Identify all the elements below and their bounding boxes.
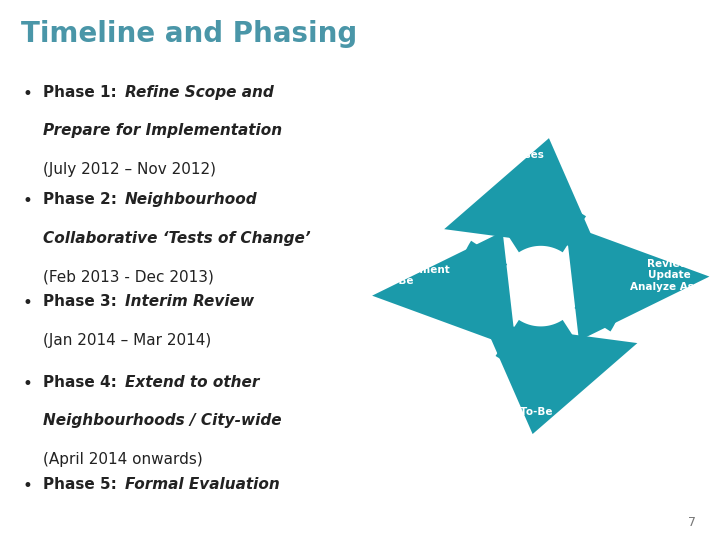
Text: •: • xyxy=(23,294,32,312)
Polygon shape xyxy=(575,241,624,332)
Text: Refine Scope and: Refine Scope and xyxy=(125,85,274,100)
Text: Formal Evaluation: Formal Evaluation xyxy=(125,477,279,492)
Text: Timeline and Phasing: Timeline and Phasing xyxy=(22,20,358,48)
Text: Test & Implement
To-Be: Test & Implement To-Be xyxy=(346,265,450,286)
Text: Neighbourhoods / City-wide: Neighbourhoods / City-wide xyxy=(42,414,282,428)
Text: (April 2014 onwards): (April 2014 onwards) xyxy=(42,452,202,467)
Text: (July 2012 – Nov 2012): (July 2012 – Nov 2012) xyxy=(42,162,216,177)
Polygon shape xyxy=(495,203,586,252)
Text: (Jan 2014 – Mar 2014): (Jan 2014 – Mar 2014) xyxy=(42,333,211,348)
Text: Phase 5:: Phase 5: xyxy=(42,477,122,492)
Text: Prepare for Implementation: Prepare for Implementation xyxy=(42,123,282,138)
Text: Phase 1:: Phase 1: xyxy=(42,85,122,100)
Polygon shape xyxy=(458,241,507,332)
Text: 7: 7 xyxy=(688,516,696,529)
Text: Phase 3:: Phase 3: xyxy=(42,294,122,309)
Text: •: • xyxy=(23,375,32,393)
Polygon shape xyxy=(372,232,516,348)
Text: Phase 2:: Phase 2: xyxy=(42,192,122,207)
Polygon shape xyxy=(566,224,709,341)
Text: Neighbourhood: Neighbourhood xyxy=(125,192,257,207)
Text: Extend to other: Extend to other xyxy=(125,375,259,390)
Text: (Feb 2013 - Dec 2013): (Feb 2013 - Dec 2013) xyxy=(42,269,214,285)
Text: Identify
Processes: Identify Processes xyxy=(485,138,544,160)
Text: Interim Review: Interim Review xyxy=(125,294,254,309)
Text: •: • xyxy=(23,85,32,103)
Text: •: • xyxy=(23,477,32,495)
Text: Design To-Be: Design To-Be xyxy=(476,407,552,417)
Text: Review,
Update
Analyze As-Is: Review, Update Analyze As-Is xyxy=(630,259,708,292)
Text: Phase 4:: Phase 4: xyxy=(42,375,122,390)
Text: •: • xyxy=(23,192,32,210)
Polygon shape xyxy=(495,320,586,369)
Polygon shape xyxy=(484,323,637,434)
Text: Collaborative ‘Tests of Change’: Collaborative ‘Tests of Change’ xyxy=(42,231,310,246)
Polygon shape xyxy=(444,138,598,249)
